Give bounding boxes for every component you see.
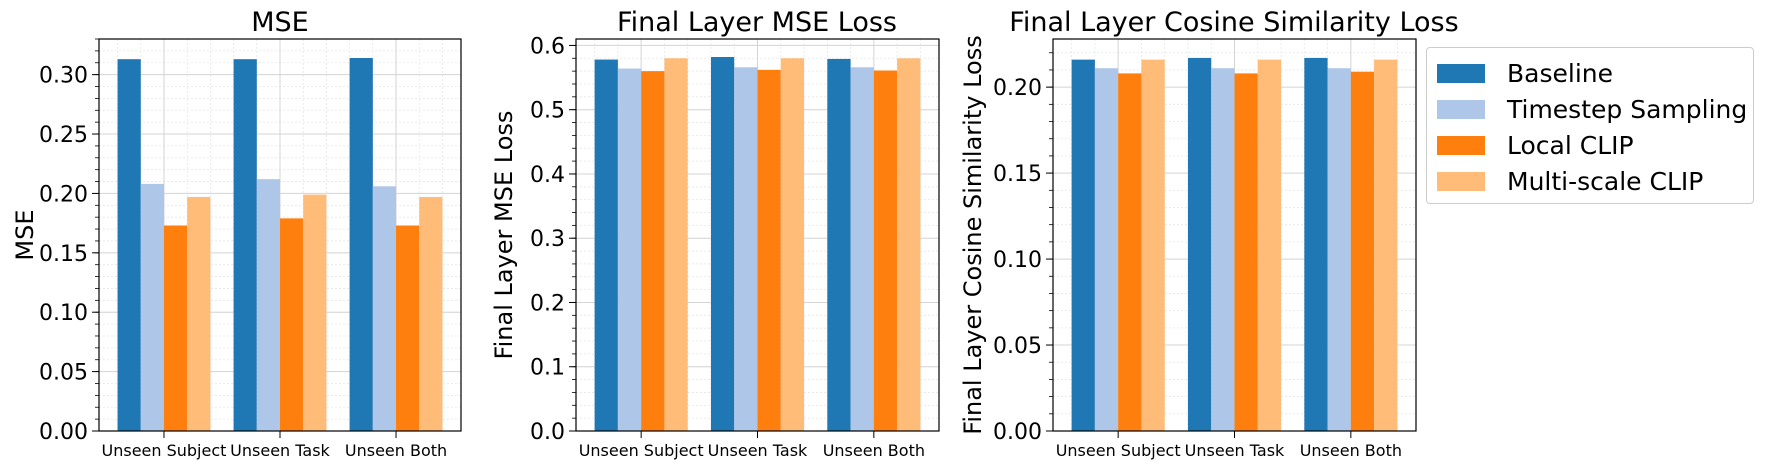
x-tick-label: Unseen Task <box>708 441 808 460</box>
y-tick-label: 0.6 <box>530 34 565 59</box>
x-tick-label: Unseen Subject <box>579 441 704 460</box>
bar-local-clip <box>163 225 188 431</box>
y-tick-label: 0.3 <box>530 227 565 252</box>
y-tick-label: 0.00 <box>39 420 88 445</box>
chart-title: Final Layer Cosine Similarity Loss <box>1009 7 1458 38</box>
x-tick-label: Unseen Both <box>823 441 925 460</box>
bar-local-clip <box>1350 71 1375 432</box>
y-tick-label: 0.4 <box>530 163 565 188</box>
bar-baseline <box>117 59 141 431</box>
y-tick-label: 0.15 <box>993 162 1042 187</box>
chart-panel-1: 0.00 0.05 0.10 0.15 0.20 0.25 0.30 Unseen Subje… <box>11 7 462 460</box>
bar-baseline <box>1304 57 1328 431</box>
bar-local-clip <box>1118 73 1142 432</box>
y-tick-label: 0.10 <box>993 248 1042 273</box>
bar-local-clip <box>280 218 304 431</box>
axes-frame <box>98 38 462 432</box>
y-tick-label: 0.0 <box>530 420 565 445</box>
legend-swatch-timestep-sampling <box>1437 99 1485 119</box>
bar-multi-scale-clip <box>664 58 688 432</box>
x-tick-label: Unseen Subject <box>102 441 227 460</box>
legend-item-local-clip: Local CLIP <box>1437 130 1634 160</box>
bar-timestep-sampling <box>1211 68 1235 431</box>
bar-timestep-sampling <box>1327 68 1351 431</box>
y-tick-label: 0.05 <box>39 361 88 386</box>
bar-local-clip <box>757 69 781 432</box>
bar-multi-scale-clip <box>1141 59 1165 431</box>
bar-timestep-sampling <box>734 67 758 431</box>
legend-label-baseline: Baseline <box>1507 58 1613 88</box>
y-tick-label: 0.5 <box>530 99 565 124</box>
legend-label-local-clip: Local CLIP <box>1507 130 1634 160</box>
bar-local-clip <box>1234 73 1258 432</box>
x-tick-label: Unseen Task <box>230 441 330 460</box>
y-axis-label: Final Layer MSE Loss <box>490 111 518 360</box>
bar-multi-scale-clip <box>303 194 327 431</box>
bar-timestep-sampling <box>140 183 164 431</box>
y-tick-label: 0.20 <box>993 76 1042 101</box>
bar-baseline <box>1071 59 1095 431</box>
bar-multi-scale-clip <box>419 196 443 431</box>
legend-swatch-multi-scale-clip <box>1437 171 1485 191</box>
bar-timestep-sampling <box>1094 68 1119 431</box>
y-tick-label: 0.2 <box>530 291 565 316</box>
bar-timestep-sampling <box>372 186 397 431</box>
bar-local-clip <box>641 71 665 431</box>
legend-swatch-local-clip <box>1437 135 1485 155</box>
bar-timestep-sampling <box>617 68 642 431</box>
bar-baseline <box>233 59 257 431</box>
bar-multi-scale-clip <box>1374 59 1398 431</box>
x-tick-label: Unseen Both <box>345 441 447 460</box>
bar-multi-scale-clip <box>187 196 211 431</box>
y-axis-label: MSE <box>11 209 39 260</box>
y-tick-label: 0.15 <box>39 242 88 267</box>
bar-local-clip <box>396 225 420 431</box>
y-tick-label: 0.25 <box>39 123 88 148</box>
chart-title: MSE <box>251 7 309 38</box>
y-axis-label: Final Layer Cosine Similarity Loss <box>959 35 987 434</box>
legend: Baseline Timestep Sampling Local CLIP Mu… <box>1426 47 1754 204</box>
bar-multi-scale-clip <box>897 58 921 432</box>
legend-label-multi-scale-clip: Multi-scale CLIP <box>1507 166 1704 196</box>
y-tick-label: 0.10 <box>39 301 88 326</box>
axes-frame <box>575 38 940 432</box>
bar-baseline <box>827 58 851 431</box>
legend-item-baseline: Baseline <box>1437 58 1613 88</box>
bar-timestep-sampling <box>850 67 874 431</box>
y-tick-label: 0.20 <box>39 182 88 207</box>
y-tick-label: 0.1 <box>530 356 565 381</box>
y-tick-label: 0.05 <box>993 334 1042 359</box>
legend-item-multi-scale-clip: Multi-scale CLIP <box>1437 166 1703 196</box>
bar-timestep-sampling <box>256 179 280 431</box>
legend-label-timestep-sampling: Timestep Sampling <box>1507 94 1748 124</box>
bar-local-clip <box>873 70 898 431</box>
bar-baseline <box>594 59 618 431</box>
chart-title: Final Layer MSE Loss <box>617 7 897 38</box>
y-tick-label: 0.00 <box>993 420 1042 445</box>
legend-swatch-baseline <box>1437 63 1485 83</box>
bar-baseline <box>710 56 735 432</box>
y-tick-label: 0.30 <box>39 64 88 89</box>
legend-item-timestep-sampling: Timestep Sampling <box>1437 94 1747 124</box>
axes-frame <box>1052 38 1417 432</box>
x-tick-label: Unseen Task <box>1185 441 1285 460</box>
bar-multi-scale-clip <box>780 58 805 432</box>
bar-baseline <box>1187 57 1212 431</box>
bar-baseline <box>349 58 373 431</box>
x-tick-label: Unseen Both <box>1300 441 1402 460</box>
bar-multi-scale-clip <box>1257 59 1282 431</box>
x-tick-label: Unseen Subject <box>1056 441 1181 460</box>
